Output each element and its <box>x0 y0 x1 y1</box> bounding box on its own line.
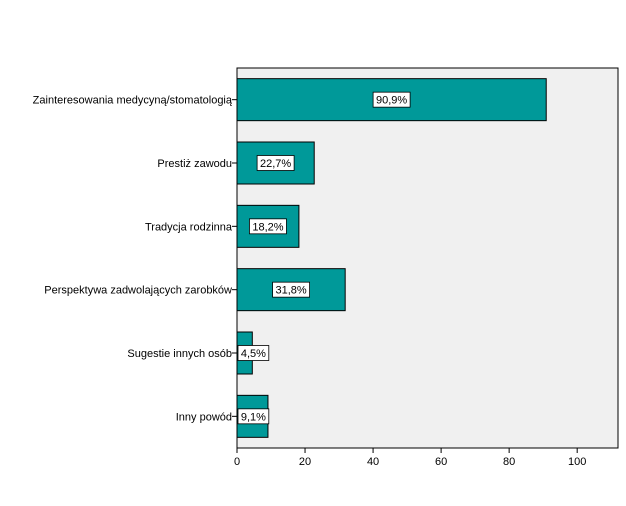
x-tick-label-1: 20 <box>299 456 311 468</box>
axis-layer: Zainteresowania medycyną/stomatologią Pre… <box>33 95 587 468</box>
data-label-box-4 <box>237 345 270 361</box>
category-label-5: Inny powód <box>176 411 232 423</box>
x-tick-label-5: 100 <box>568 456 586 468</box>
bar-1 <box>236 141 315 185</box>
category-label-4: Sugestie innych osób <box>127 348 232 360</box>
data-label-box-2 <box>249 218 287 235</box>
data-label-3: 31,8% <box>275 285 306 297</box>
data-label-2: 18,2% <box>252 221 283 233</box>
data-label-box-5 <box>237 408 270 425</box>
category-label-0: Zainteresowania medycyną/stomatologią <box>33 95 233 107</box>
data-label-5: 9,1% <box>241 411 266 423</box>
data-label-1: 22,7% <box>260 158 291 170</box>
data-label-box-0 <box>372 91 411 108</box>
x-tick-label-2: 40 <box>367 456 379 468</box>
x-tick-label-4: 80 <box>503 456 515 468</box>
x-tick-label-3: 60 <box>435 456 447 468</box>
plot-area <box>236 67 619 449</box>
x-tick-label-0: 0 <box>234 456 240 468</box>
category-label-3: Perspektywa zadwolających zarobków <box>44 285 232 297</box>
category-label-1: Prestiż zawodu <box>157 158 232 170</box>
category-label-2: Tradycja rodzinna <box>145 221 233 233</box>
bars-layer: 90,9% 22,7% 18,2% 31,8% 4,5% 9,1% <box>236 78 547 438</box>
data-label-4: 4,5% <box>241 348 266 360</box>
data-label-box-3 <box>272 281 310 298</box>
data-label-box-1 <box>256 155 295 171</box>
data-label-0: 90,9% <box>376 95 407 107</box>
